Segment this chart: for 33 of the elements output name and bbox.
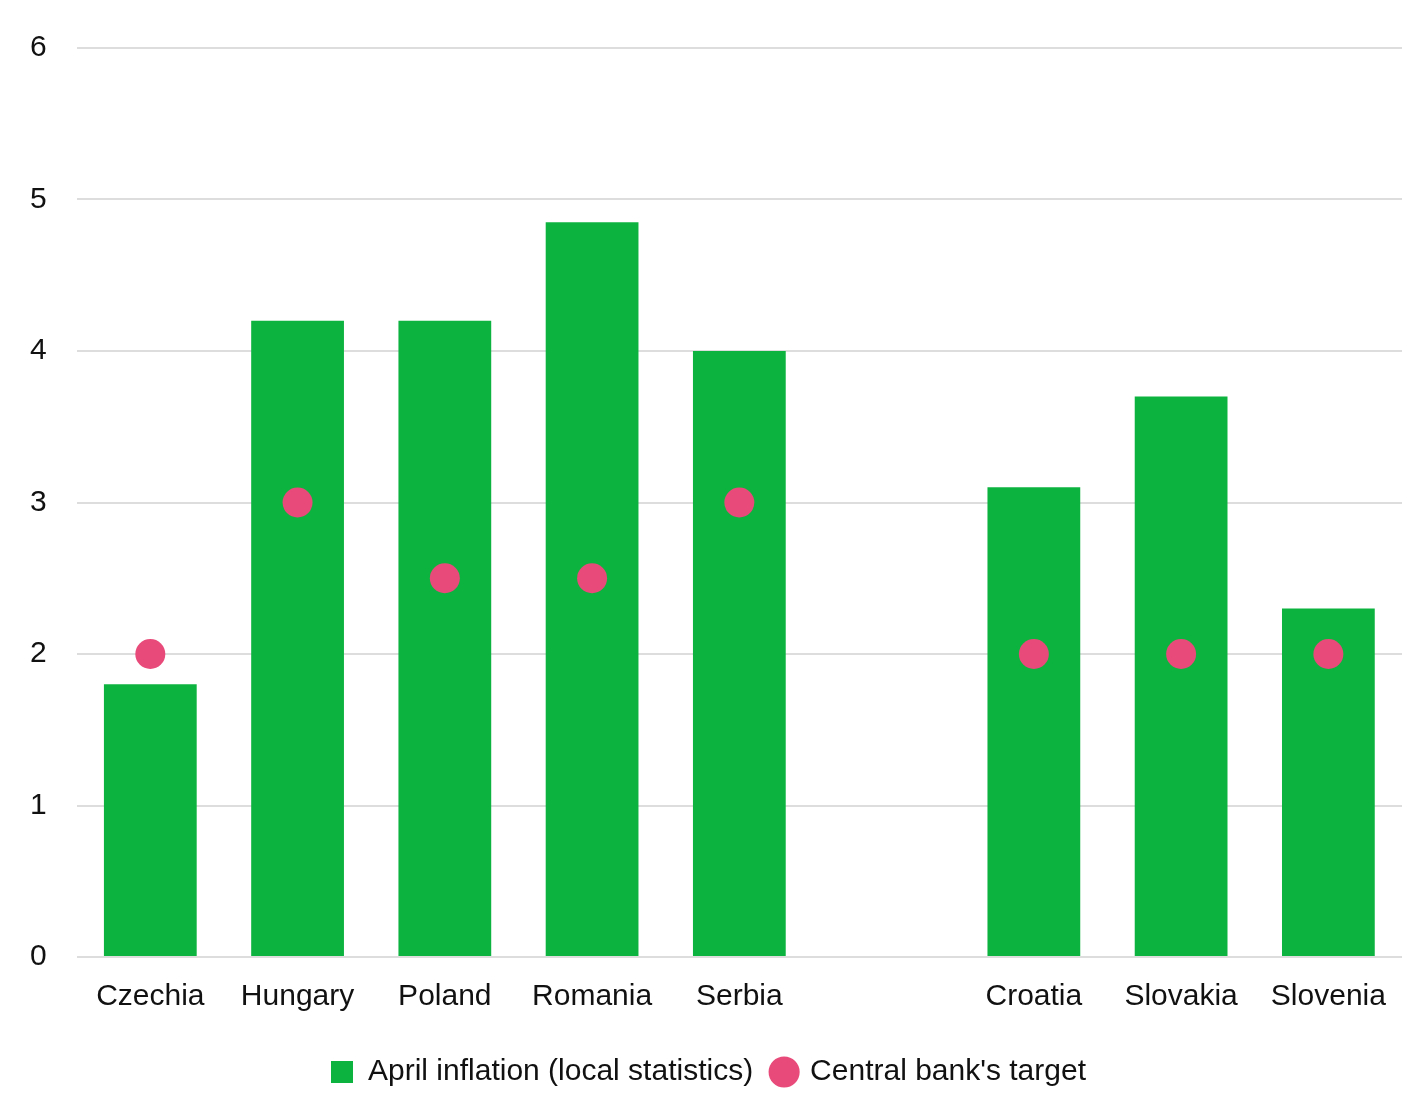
bar [103, 684, 197, 956]
legend-label: Central bank's target [810, 1053, 1087, 1087]
bar [251, 320, 344, 956]
x-tick-label: Slovakia [1124, 978, 1239, 1012]
point [1018, 639, 1049, 669]
x-tick-label: Hungary [240, 978, 355, 1012]
bar [692, 351, 786, 956]
point [724, 487, 755, 518]
point [1313, 639, 1344, 669]
x-tick-label: Czechia [96, 978, 205, 1012]
y-tick-label: 3 [30, 483, 47, 517]
x-tick-label: Poland [398, 978, 492, 1012]
y-tick-label: 6 [30, 29, 47, 63]
point [429, 563, 460, 594]
y-tick-label: 2 [30, 635, 47, 669]
bar [545, 222, 639, 956]
legend-label: April inflation (local statistics) [368, 1053, 754, 1087]
bar [1134, 396, 1228, 956]
y-tick-label: 5 [30, 180, 47, 214]
point [282, 487, 313, 518]
x-tick-label: Serbia [695, 978, 784, 1012]
y-tick-label: 1 [30, 786, 47, 820]
y-tick-label: 4 [30, 332, 47, 366]
x-tick-label: Slovenia [1270, 978, 1387, 1012]
bar [398, 320, 492, 956]
point [1166, 639, 1197, 669]
x-tick-label: Croatia [985, 978, 1083, 1012]
point [135, 639, 166, 669]
bar [987, 487, 1081, 956]
bar [1281, 608, 1375, 956]
x-tick-label: Romania [532, 978, 653, 1012]
y-tick-label: 0 [30, 938, 47, 972]
point [577, 563, 608, 594]
